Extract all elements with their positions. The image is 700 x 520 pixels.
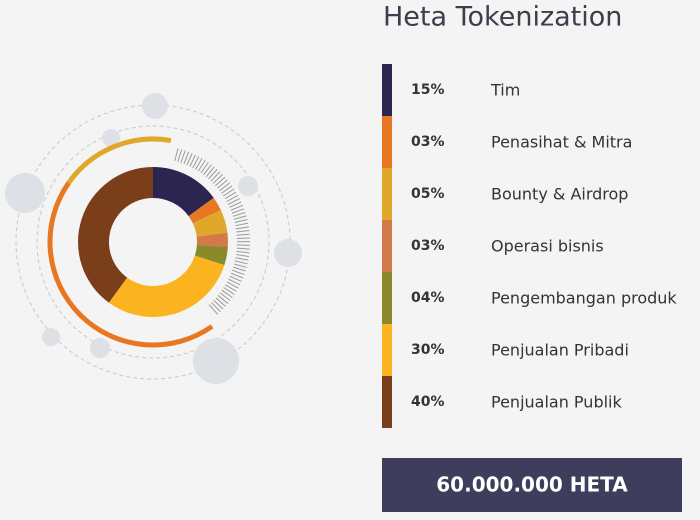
deco-tick — [183, 151, 190, 165]
legend-swatch — [382, 220, 392, 272]
legend-value: 03% — [411, 238, 445, 254]
legend-value: 30% — [411, 342, 445, 358]
deco-tick — [221, 289, 233, 299]
deco-tick — [219, 292, 231, 302]
chart-title: Heta Tokenization — [383, 2, 622, 33]
legend-label: Operasi bisnis — [491, 237, 604, 256]
deco-tick — [232, 211, 246, 217]
decoration — [5, 93, 302, 384]
donut-slice — [194, 244, 228, 266]
decoration-arcs — [47, 136, 251, 348]
legend-swatch — [382, 376, 392, 428]
deco-tick — [235, 254, 249, 257]
deco-tick — [219, 182, 231, 192]
deco-tick — [234, 219, 248, 224]
legend-swatch — [382, 64, 392, 116]
deco-tick — [210, 171, 221, 182]
deco-tick — [225, 284, 237, 292]
deco-tick — [180, 150, 186, 163]
deco-tick — [231, 269, 245, 276]
donut-slice — [108, 255, 225, 318]
deco-tick — [236, 233, 250, 236]
legend: 15% Tim 03% Penasihat & Mitra 05% Bounty & Ai… — [382, 64, 677, 428]
donut-slice — [196, 232, 228, 247]
deco-tick — [236, 237, 250, 239]
donut — [78, 167, 228, 318]
donut-slice — [188, 197, 221, 224]
deco-arc — [47, 181, 214, 348]
deco-tick — [235, 226, 249, 230]
deco-tick — [224, 191, 237, 200]
deco-tick — [208, 168, 218, 180]
deco-tick — [229, 275, 242, 282]
legend-swatch — [382, 272, 392, 324]
legend-value: 03% — [411, 134, 445, 150]
deco-tick — [189, 154, 196, 167]
legend-label: Pengembangan produk — [491, 289, 677, 308]
total-box — [382, 458, 682, 512]
deco-tick — [205, 166, 215, 178]
legend-swatch — [382, 168, 392, 220]
deco-tick — [230, 272, 244, 279]
donut-slice — [78, 167, 153, 303]
legend-label: Penjualan Pribadi — [491, 341, 629, 360]
deco-tick — [197, 160, 206, 172]
legend-value: 04% — [411, 290, 445, 306]
deco-tick — [217, 179, 228, 189]
deco-tick — [215, 176, 226, 187]
donut-slice — [192, 210, 228, 237]
deco-tick — [236, 247, 250, 250]
deco-tick — [213, 299, 224, 310]
legend-swatch — [382, 324, 392, 376]
deco-tick — [174, 148, 179, 161]
deco-tick — [235, 222, 249, 227]
legend-label: Tim — [490, 81, 520, 100]
deco-arc — [66, 136, 172, 185]
deco-tick — [195, 158, 203, 170]
deco-tick — [236, 230, 250, 233]
total-label: 60.000.000 HETA — [436, 473, 628, 497]
deco-tick — [226, 281, 239, 289]
deco-tick — [223, 287, 235, 295]
deco-tick — [177, 149, 183, 162]
legend-label: Penasihat & Mitra — [491, 133, 632, 152]
legend-value: 05% — [411, 186, 445, 202]
deco-tick — [235, 257, 249, 261]
deco-tick — [234, 260, 248, 265]
legend-value: 40% — [411, 394, 445, 410]
deco-tick — [212, 174, 223, 184]
deco-tick — [208, 304, 219, 315]
deco-tick — [229, 201, 242, 208]
legend-label: Bounty & Airdrop — [491, 185, 628, 204]
deco-tick — [215, 297, 226, 307]
deco-tick — [228, 278, 241, 286]
deco-tick — [200, 162, 209, 174]
deco-tick — [233, 266, 246, 272]
deco-tick — [221, 185, 233, 194]
deco-tick — [233, 263, 247, 268]
deco-tick — [227, 198, 240, 205]
deco-tick — [217, 294, 229, 304]
legend-label: Penjualan Publik — [491, 393, 622, 412]
donut-slice — [153, 167, 214, 217]
deco-tick — [192, 156, 200, 169]
deco-tick — [230, 204, 243, 211]
legend-swatch — [382, 116, 392, 168]
deco-tick — [231, 208, 245, 214]
deco-tick — [186, 153, 193, 166]
legend-value: 15% — [411, 82, 445, 98]
deco-tick — [203, 164, 212, 176]
deco-tick — [226, 194, 239, 202]
deco-tick — [236, 250, 250, 254]
deco-tick — [233, 215, 247, 220]
deco-tick — [223, 188, 235, 197]
deco-tick — [210, 302, 221, 313]
